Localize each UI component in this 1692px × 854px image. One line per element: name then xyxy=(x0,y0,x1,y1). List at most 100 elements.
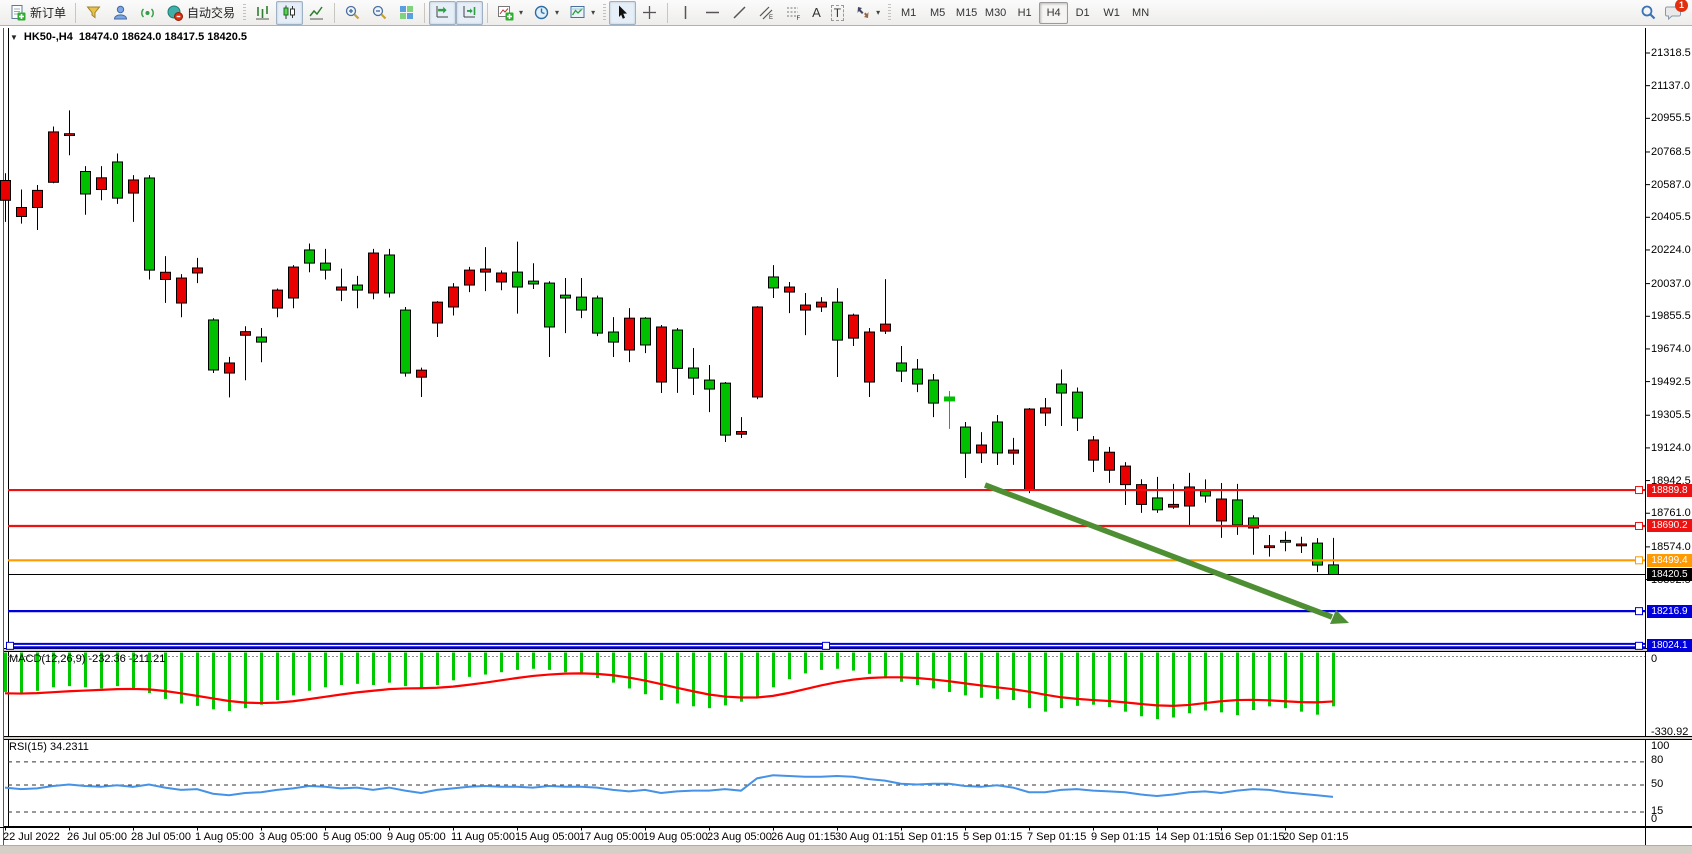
bid-price-badge: 18420.5 xyxy=(1647,568,1692,581)
tile-windows-icon xyxy=(398,4,415,21)
channel-icon: E xyxy=(758,4,775,21)
macd-axis-min: -330.92 xyxy=(1651,726,1689,738)
price-tick: 21318.5 xyxy=(1651,47,1691,59)
svg-text:E: E xyxy=(769,15,773,21)
vertical-line-button[interactable] xyxy=(672,1,699,25)
timeframe-button-D1[interactable]: D1 xyxy=(1075,6,1090,19)
time-tick-label: 28 Jul 05:00 xyxy=(131,831,191,843)
text-label-button[interactable]: T xyxy=(826,1,849,25)
auto-trading-label: 自动交易 xyxy=(187,6,236,20)
templates-button[interactable]: ▾ xyxy=(564,1,600,25)
candlestick-chart-icon xyxy=(281,4,298,21)
trendline-icon xyxy=(731,4,748,21)
periods-button[interactable]: ▾ xyxy=(528,1,564,25)
toolbar-grip[interactable] xyxy=(603,3,607,22)
fibonacci-button[interactable]: F xyxy=(780,1,807,25)
bar-chart-button[interactable] xyxy=(249,1,276,25)
new-order-button[interactable]: 新订单 xyxy=(4,1,71,25)
timeframe-button-W1[interactable]: W1 xyxy=(1103,6,1120,19)
time-tick-label: 15 Aug 05:00 xyxy=(515,831,580,843)
zoom-in-button[interactable] xyxy=(339,1,366,25)
macd-histogram xyxy=(4,652,1335,720)
horizontal-line-button[interactable] xyxy=(699,1,726,25)
auto-scroll-icon xyxy=(434,4,451,21)
indicators-button[interactable]: ▾ xyxy=(492,1,528,25)
indicators-caret-icon: ▾ xyxy=(519,8,524,17)
price-tick: 20587.0 xyxy=(1651,178,1691,191)
timeframe-button-H4[interactable]: H4 xyxy=(1039,1,1069,24)
signal-button[interactable] xyxy=(134,1,161,25)
arrows-tool-icon xyxy=(854,4,871,21)
timeframe-button-MN[interactable]: MN xyxy=(1132,6,1150,19)
bar-chart-icon xyxy=(254,4,271,21)
rsi-scale-label: 50 xyxy=(1651,778,1664,790)
equidistant-channel-button[interactable]: E xyxy=(753,1,780,25)
search-icon[interactable] xyxy=(1640,4,1657,21)
toolbar-divider xyxy=(334,2,336,23)
toolbar-grip[interactable] xyxy=(888,3,892,22)
time-tick-label: 1 Aug 05:00 xyxy=(195,831,254,843)
rsi-scale-label: 80 xyxy=(1651,754,1664,766)
svg-text:F: F xyxy=(797,16,801,21)
zoom-out-button[interactable] xyxy=(366,1,393,25)
time-tick-label: 19 Aug 05:00 xyxy=(643,831,708,843)
crosshair-button[interactable] xyxy=(636,1,663,25)
price-tick: 19124.0 xyxy=(1651,441,1691,454)
candles xyxy=(0,110,1339,576)
time-tick-label: 22 Jul 2022 xyxy=(3,831,60,843)
one-click-trading-toggle-icon[interactable]: ▼ xyxy=(10,32,18,42)
chat-button[interactable]: 1 xyxy=(1665,0,1688,21)
macd-values: -232.36 -211.21 xyxy=(88,653,166,665)
time-tick-label: 16 Sep 01:15 xyxy=(1219,831,1285,843)
macd-indicator-label: MACD(12,26,9) -232.36 -211.21 xyxy=(9,653,165,665)
price-tick: 20405.5 xyxy=(1651,211,1691,224)
toolbar-divider xyxy=(667,2,669,23)
templates-caret-icon: ▾ xyxy=(591,8,596,17)
timeframe-button-M15[interactable]: M15 xyxy=(955,6,978,19)
funnel-icon xyxy=(85,4,102,21)
text-label-icon: T xyxy=(830,4,845,21)
toolbar-divider xyxy=(487,2,489,23)
profile-icon xyxy=(112,4,129,21)
text-tool-button[interactable]: A xyxy=(807,1,826,25)
price-tick: 20768.5 xyxy=(1651,145,1691,158)
arrows-tool-button[interactable]: ▾ xyxy=(849,1,885,25)
line-chart-button[interactable] xyxy=(303,1,330,25)
timeframe-button-M5[interactable]: M5 xyxy=(929,6,946,19)
signal-icon xyxy=(139,4,156,21)
time-tick-label: 1 Sep 01:15 xyxy=(899,831,959,843)
fibonacci-icon: F xyxy=(785,4,802,21)
main-toolbar: 新订单 自动交易 xyxy=(0,0,1692,26)
auto-trading-button[interactable]: 自动交易 xyxy=(161,1,240,25)
auto-scroll-button[interactable] xyxy=(429,0,457,25)
time-tick-label: 11 Aug 05:00 xyxy=(451,831,516,843)
chart-ohlc-values: 18474.0 18624.0 18417.5 18420.5 xyxy=(78,31,248,43)
arrows-caret-icon: ▾ xyxy=(876,8,881,17)
price-tick: 20037.0 xyxy=(1651,277,1691,290)
chart-shift-button[interactable] xyxy=(456,0,484,25)
vertical-line-icon xyxy=(677,4,694,21)
time-tick-label: 20 Sep 01:15 xyxy=(1283,831,1349,843)
rsi-scale-label: 100 xyxy=(1651,740,1670,752)
timeframe-button-H1[interactable]: H1 xyxy=(1017,6,1032,19)
periods-caret-icon: ▾ xyxy=(555,8,560,17)
trendline-button[interactable] xyxy=(726,1,753,25)
market-watch-button[interactable] xyxy=(80,1,107,25)
time-tick-label: 9 Aug 05:00 xyxy=(387,831,446,843)
profile-button[interactable] xyxy=(107,1,134,25)
level-price-badge: 18889.8 xyxy=(1647,483,1692,497)
timeframe-button-M1[interactable]: M1 xyxy=(900,6,917,19)
status-strip xyxy=(0,846,1692,854)
price-tick: 21137.0 xyxy=(1651,79,1690,92)
tile-windows-button[interactable] xyxy=(393,1,420,25)
time-tick-label: 3 Aug 05:00 xyxy=(259,831,318,843)
horizontal-line-icon xyxy=(704,4,721,21)
candlestick-chart-button[interactable] xyxy=(276,0,304,25)
toolbar-grip[interactable] xyxy=(243,3,247,22)
rsi-name: RSI(15) xyxy=(9,741,47,753)
timeframe-button-M30[interactable]: M30 xyxy=(984,6,1007,19)
cursor-button[interactable] xyxy=(609,0,637,25)
rsi-scale-label: 15 xyxy=(1651,805,1664,817)
price-tick: 18574.0 xyxy=(1651,540,1691,553)
